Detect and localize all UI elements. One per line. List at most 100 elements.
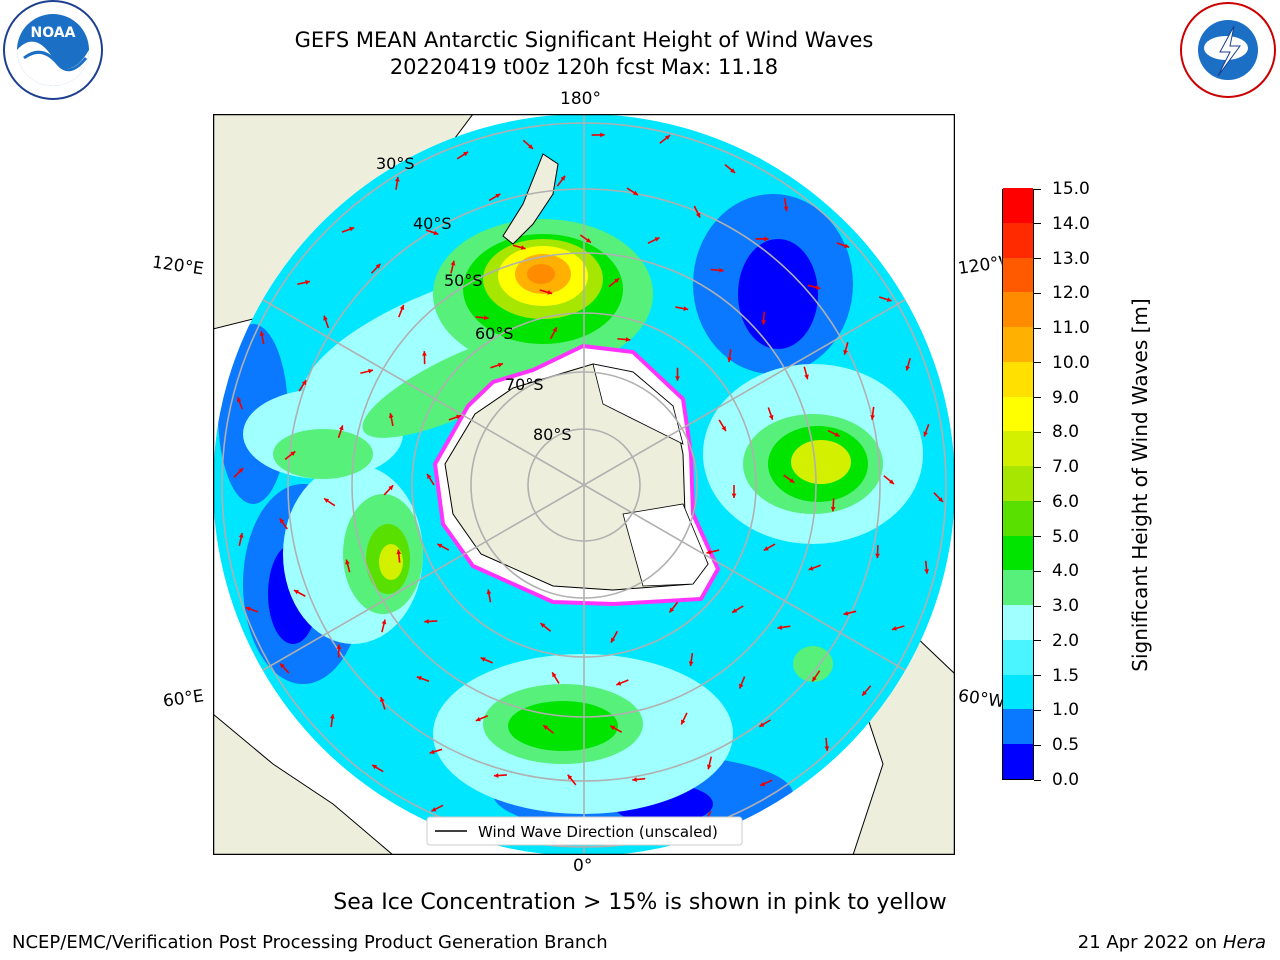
wave-direction-arrowhead <box>843 611 849 616</box>
polar-map: 30°S 40°S 50°S 60°S 70°S 80°S Wind Wave … <box>213 114 955 855</box>
wave-direction-arrowhead <box>783 206 789 212</box>
colorbar-segment <box>1003 222 1033 258</box>
colorbar-tick-label: 2.0 <box>1052 630 1080 651</box>
wave-direction-arrowhead <box>238 533 244 538</box>
wave-direction-arrowhead <box>610 637 616 643</box>
wave-direction-arrowhead <box>834 432 840 437</box>
colorbar-tick-label: 5.0 <box>1052 526 1080 547</box>
colorbar-tick-mark <box>1034 605 1041 607</box>
wave-direction-arrowhead <box>431 807 437 812</box>
wave-direction-arrowhead <box>486 589 492 595</box>
wave-direction-arrowhead <box>665 135 670 140</box>
wave-direction-arrowhead <box>843 349 848 355</box>
antarctic-ice-shelf <box>592 363 684 445</box>
wave-direction-arrowhead <box>777 625 783 630</box>
wave-direction-arrowhead <box>761 320 766 325</box>
colorbar-tick-mark <box>1034 779 1041 781</box>
wave-direction-arrowhead <box>891 626 897 631</box>
lat-label-80s: 80°S <box>533 425 572 444</box>
colorbar-tick-label: 4.0 <box>1052 561 1080 582</box>
colorbar-segment <box>1003 674 1033 710</box>
colorbar-segment <box>1003 361 1033 397</box>
wave-direction-arrowhead <box>870 415 875 420</box>
noaa-logo-text: NOAA <box>31 25 76 41</box>
graticule <box>213 114 955 855</box>
wave-direction-arrowhead <box>763 546 769 551</box>
colorbar-tick-label: 0.0 <box>1052 770 1080 790</box>
wave-direction-arrowhead <box>547 290 553 295</box>
wave-direction-arrowhead <box>238 468 244 473</box>
wave-direction-arrowhead <box>345 559 350 565</box>
wave-direction-arrowhead <box>731 493 737 498</box>
wave-direction-arrowhead <box>388 485 394 491</box>
wave-direction-arrowhead <box>450 260 456 266</box>
wave-direction-arrowhead <box>368 368 373 374</box>
wave-direction-arrowhead <box>259 331 265 336</box>
colorbar-tick-label: 1.5 <box>1052 665 1080 686</box>
colorbar-tick-mark <box>1034 640 1041 642</box>
colorbar-segment <box>1003 326 1033 362</box>
wave-direction-arrowhead <box>804 374 809 380</box>
colorbar-tick-label: 3.0 <box>1052 596 1080 617</box>
wave-direction-arrowhead <box>396 549 402 555</box>
wave-direction-arrowhead <box>528 144 534 149</box>
chart-title: GEFS MEAN Antarctic Significant Height o… <box>294 28 874 52</box>
wave-direction-arrowhead <box>375 263 381 269</box>
wave-direction-arrowhead <box>324 498 330 503</box>
wave-direction-arrowhead <box>632 190 638 196</box>
colorbar-tick-label: 14.0 <box>1052 213 1090 234</box>
wave-direction-arrowhead <box>862 690 867 696</box>
sea-ice-note: Sea Ice Concentration > 15% is shown in … <box>333 890 947 915</box>
colorbar-segment <box>1003 396 1033 432</box>
colorbar-segment <box>1003 709 1033 745</box>
colorbar-tick-label: 11.0 <box>1052 318 1090 339</box>
wave-direction-arrowhead <box>329 714 335 719</box>
wave-direction-arrowhead <box>495 193 501 199</box>
map-legend: Wind Wave Direction (unscaled) <box>426 816 743 846</box>
wave-direction-arrowhead <box>585 238 591 243</box>
wave-direction-arrowhead <box>388 413 394 418</box>
wave-direction-arrowhead <box>236 397 242 403</box>
wave-direction-arrowhead <box>483 315 489 321</box>
colorbar-tick-label: 10.0 <box>1052 352 1090 373</box>
wave-direction-arrowhead <box>422 351 427 356</box>
wave-direction-arrowhead <box>759 722 765 727</box>
lon-label-0: 0° <box>573 856 593 876</box>
wave-direction-arrowhead <box>610 725 616 731</box>
wave-direction-arrowhead <box>654 237 660 242</box>
colorbar-tick-label: 7.0 <box>1052 457 1080 478</box>
noaa-logo: NOAA <box>3 0 103 100</box>
colorbar-tick-mark <box>1034 258 1041 260</box>
wave-direction-arrowhead <box>424 619 429 624</box>
wave-direction-arrowhead <box>844 243 850 249</box>
wave-direction-arrowhead <box>706 764 712 770</box>
wave-direction-arrowhead <box>706 549 712 555</box>
wave-direction-arrowhead <box>394 176 400 182</box>
wave-direction-arrowhead <box>336 644 342 649</box>
footer-date-text: 21 Apr 2022 on <box>1077 932 1223 953</box>
colorbar-tick-label: 6.0 <box>1052 491 1080 512</box>
colorbar-segment <box>1003 430 1033 467</box>
wave-direction-arrowhead <box>540 623 546 628</box>
colorbar-segment <box>1003 535 1033 571</box>
wave-direction-arrowhead <box>560 175 566 181</box>
colorbar-tick-label: 8.0 <box>1052 422 1080 443</box>
wave-direction-arrowhead <box>290 451 296 456</box>
colorbar-tick-mark <box>1034 362 1041 364</box>
colorbar-label: Significant Height of Wind Waves [m] <box>1128 298 1152 672</box>
colorbar-segment <box>1003 639 1033 675</box>
colorbar <box>1002 187 1034 780</box>
colorbar-tick-mark <box>1034 223 1041 225</box>
wave-direction-arrowhead <box>875 553 880 559</box>
wave-direction-arrowhead <box>338 425 344 431</box>
wave-direction-arrowhead <box>600 132 605 138</box>
footer-host: Hera <box>1222 932 1266 953</box>
wave-direction-arrowhead <box>719 267 724 273</box>
land-africa <box>213 713 394 855</box>
wave-direction-arrowhead <box>675 376 680 381</box>
wave-direction-arrowhead <box>614 278 620 284</box>
wave-direction-arrowhead <box>305 280 311 285</box>
lon-label-180: 180° <box>560 89 601 109</box>
wave-direction-arrowhead <box>721 426 726 432</box>
wave-direction-arrowhead <box>552 672 557 678</box>
